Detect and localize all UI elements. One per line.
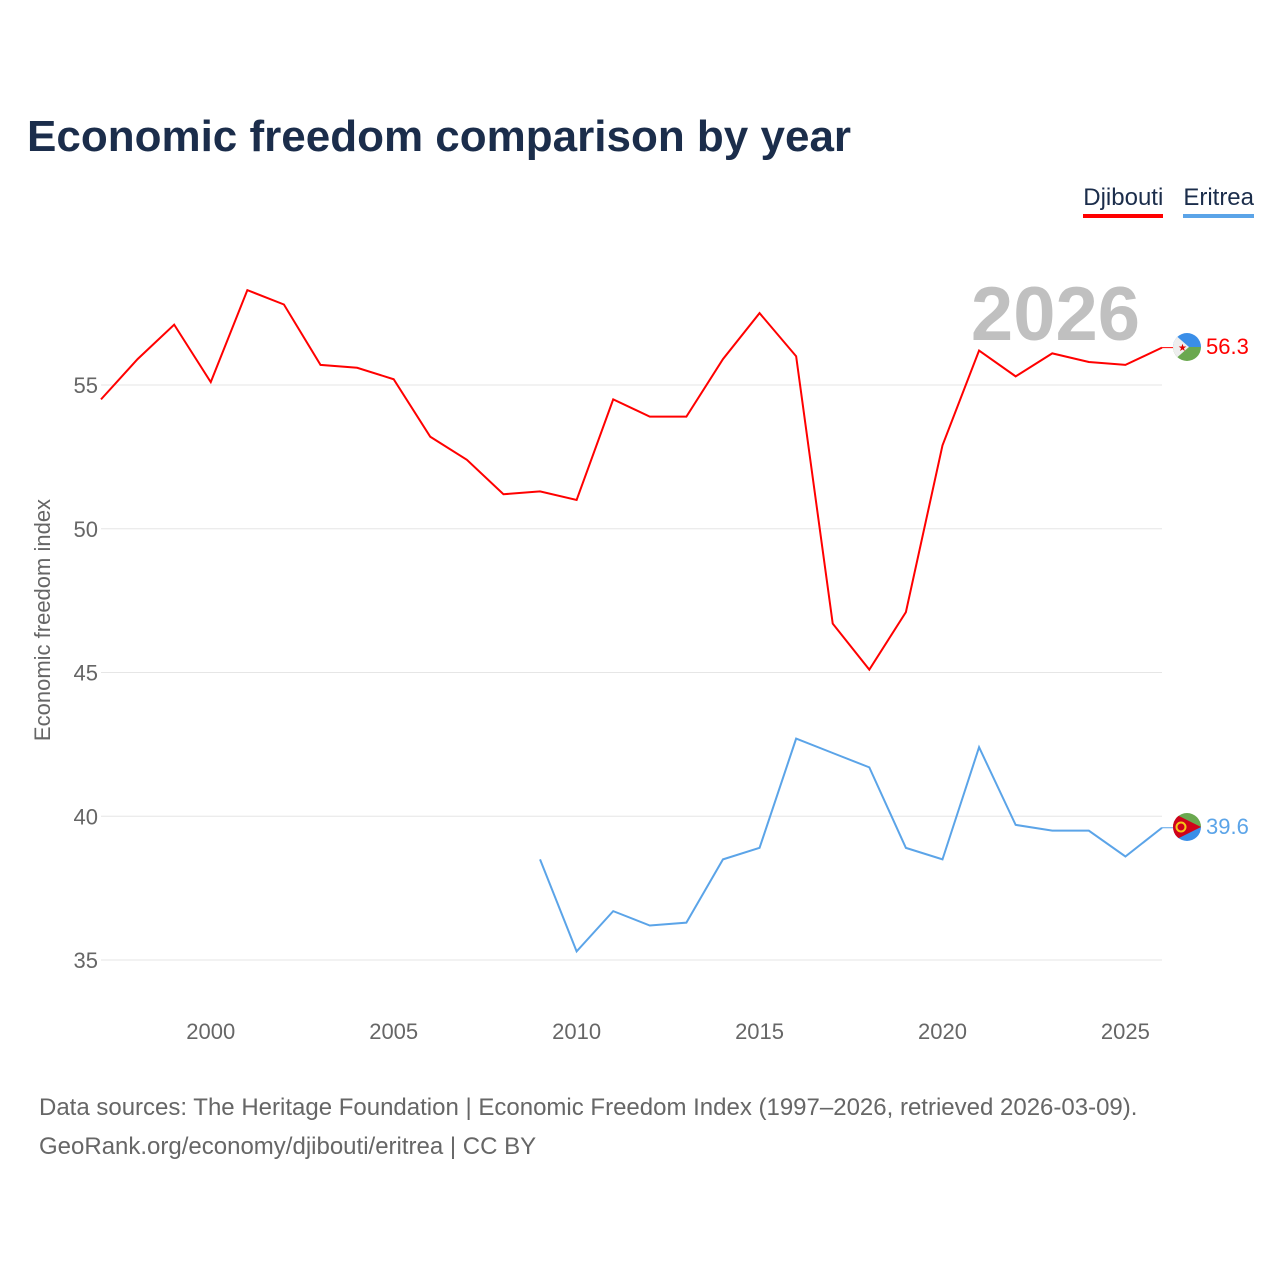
djibouti-flag-icon: ★	[1173, 333, 1201, 361]
legend-djibouti[interactable]: Djibouti	[1083, 184, 1164, 218]
chart-title: Economic freedom comparison by year	[27, 112, 852, 161]
series-line-eritrea	[539, 737, 1163, 954]
eritrea-flag-icon	[1173, 813, 1201, 841]
x-tick-label: 2000	[186, 1019, 235, 1044]
eritrea-end-label: 39.6	[1206, 814, 1249, 839]
x-tick-label: 2020	[918, 1019, 967, 1044]
legend-eritrea[interactable]: Eritrea	[1183, 184, 1254, 218]
x-tick-label: 2010	[552, 1019, 601, 1044]
y-tick-label: 50	[74, 517, 98, 542]
series-line-djibouti	[100, 288, 1163, 672]
y-tick-label: 45	[74, 661, 98, 686]
x-tick-label: 2025	[1101, 1019, 1150, 1044]
footer: Data sources: The Heritage Foundation | …	[39, 1088, 1137, 1166]
year-watermark: 2026	[971, 272, 1140, 357]
y-axis-label: Economic freedom index	[30, 499, 55, 741]
y-tick-label: 55	[74, 373, 98, 398]
y-tick-label: 35	[74, 948, 98, 973]
y-tick-label: 40	[74, 804, 98, 829]
djibouti-end-label: 56.3	[1206, 334, 1249, 359]
footer-sources: Data sources: The Heritage Foundation | …	[39, 1094, 1138, 1121]
svg-text:★: ★	[1178, 343, 1187, 354]
x-tick-label: 2005	[369, 1019, 418, 1044]
x-tick-label: 2015	[735, 1019, 784, 1044]
legend: Djibouti Eritrea	[1083, 184, 1254, 218]
footer-link[interactable]: GeoRank.org/economy/djibouti/eritrea | C…	[39, 1133, 537, 1160]
